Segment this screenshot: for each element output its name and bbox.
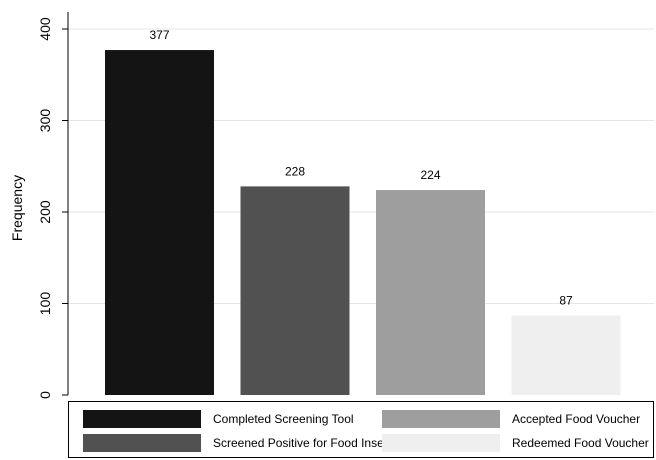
bar xyxy=(376,190,485,395)
y-tick-label: 300 xyxy=(37,109,53,133)
y-axis-label: Frequency xyxy=(9,175,25,241)
data-label: 87 xyxy=(559,293,573,307)
legend-swatch xyxy=(83,434,201,452)
legend-item-accepted: Accepted Food Voucher xyxy=(382,410,640,428)
bar xyxy=(511,315,621,395)
data-label: 377 xyxy=(149,28,169,42)
data-label: 224 xyxy=(420,168,440,182)
legend-swatch xyxy=(382,434,500,452)
bar xyxy=(105,50,214,396)
legend-item-screened-positive: Screened Positive for Food Insecurity xyxy=(83,434,412,452)
legend-swatch xyxy=(382,410,500,428)
y-tick-label: 400 xyxy=(37,17,53,41)
y-tick-label: 100 xyxy=(37,292,53,316)
y-tick-label: 200 xyxy=(37,200,53,224)
legend-swatch xyxy=(83,410,201,428)
legend-item-redeemed: Redeemed Food Voucher xyxy=(382,434,649,452)
data-label: 228 xyxy=(285,164,305,178)
y-axis: 0 100 200 300 400 xyxy=(37,12,69,399)
y-tick-label: 0 xyxy=(37,391,53,399)
legend-label: Accepted Food Voucher xyxy=(512,412,641,426)
legend: Completed Screening Tool Screened Positi… xyxy=(68,401,654,458)
data-labels: 377 228 224 87 xyxy=(149,28,573,307)
bar xyxy=(240,186,350,395)
legend-label: Screened Positive for Food Insecurity xyxy=(213,436,413,450)
legend-label: Redeemed Food Voucher xyxy=(512,436,649,450)
legend-item-completed: Completed Screening Tool xyxy=(83,410,354,428)
legend-label: Completed Screening Tool xyxy=(213,412,354,426)
bars xyxy=(105,50,621,396)
